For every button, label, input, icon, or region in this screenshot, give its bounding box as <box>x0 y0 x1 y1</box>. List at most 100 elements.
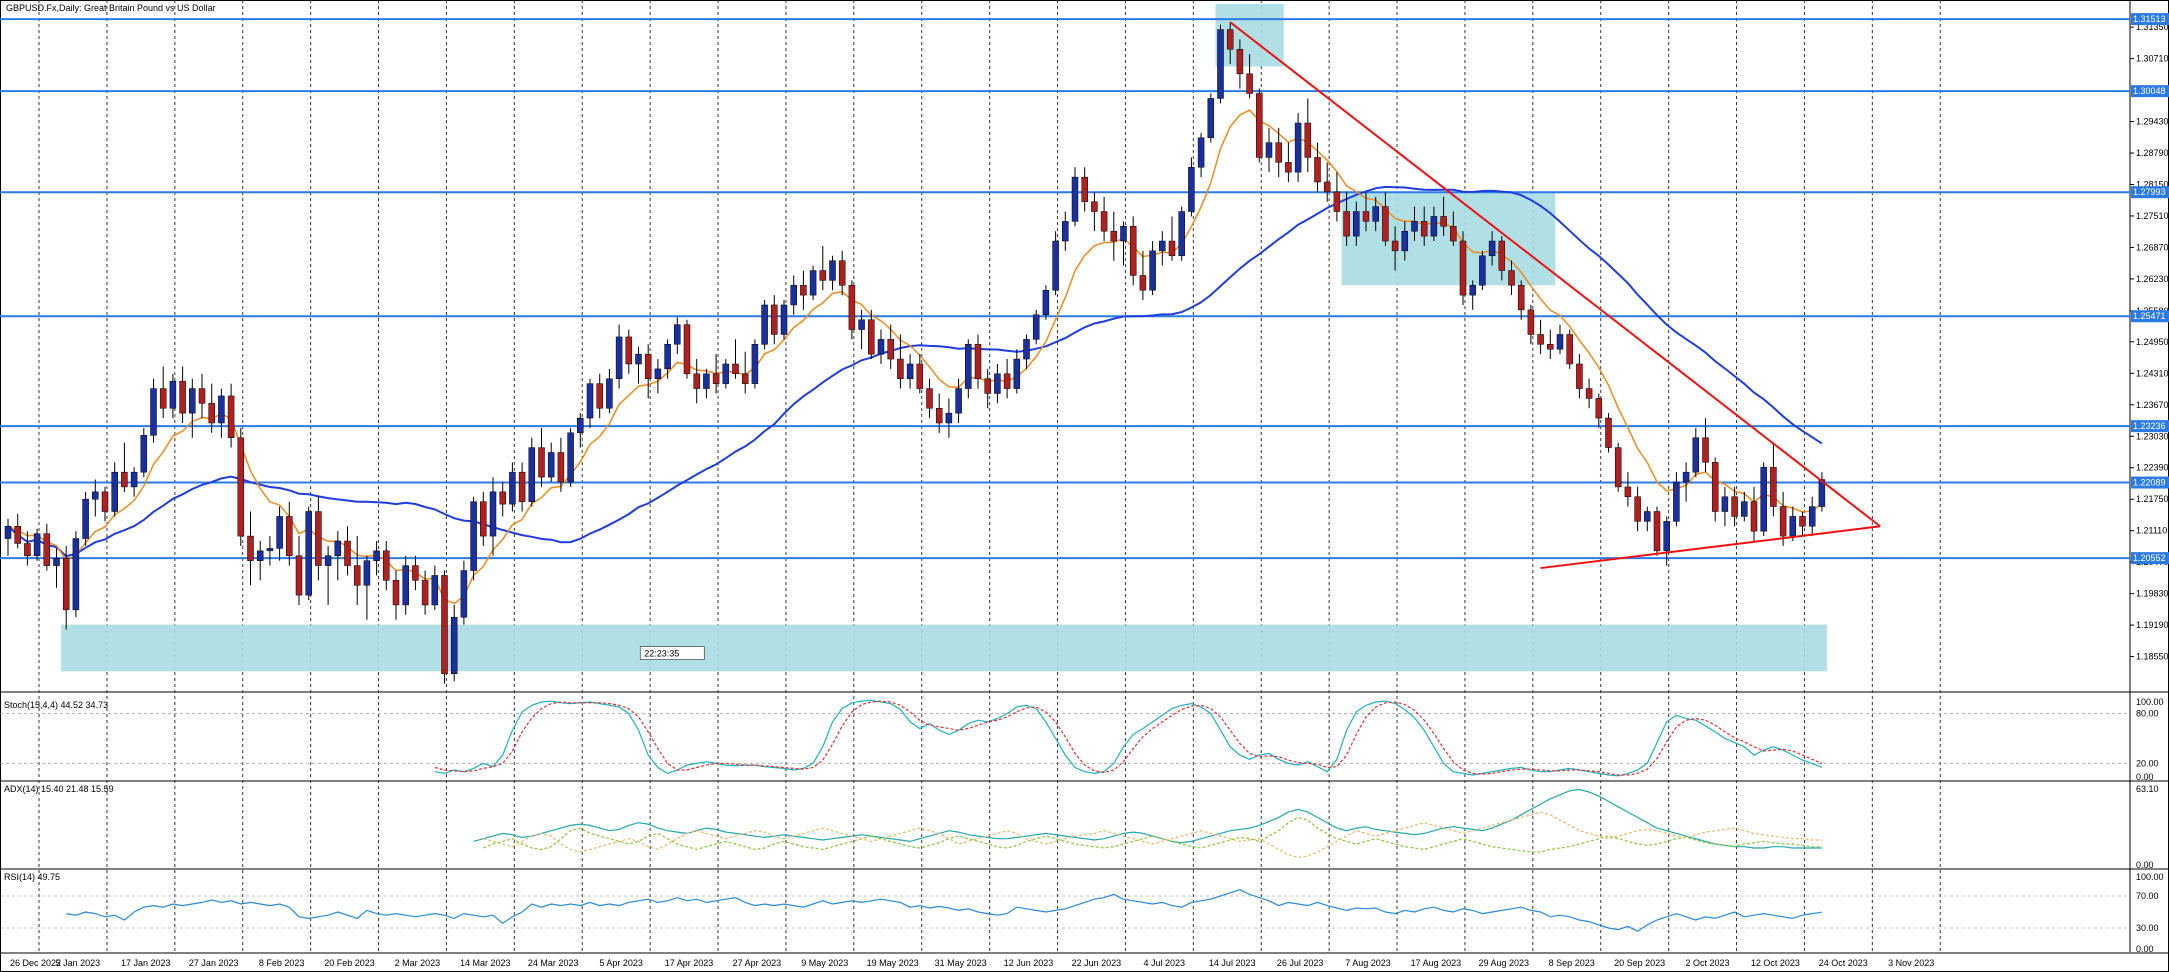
bullish-candle <box>130 471 138 488</box>
bearish-candle <box>819 270 827 281</box>
bullish-candle <box>1149 250 1156 291</box>
bearish-candle <box>1498 240 1506 271</box>
x-tick-label: 20 Sep 2023 <box>1614 958 1665 968</box>
bearish-candle <box>14 526 21 544</box>
bullish-candle <box>528 447 536 502</box>
y-tick-label: 1.23670 <box>2136 400 2169 410</box>
bullish-candle <box>218 395 225 424</box>
y-tick-label: 1.19830 <box>2136 589 2169 599</box>
x-tick-label: 14 Mar 2023 <box>460 958 511 968</box>
bullish-candle <box>1120 226 1127 242</box>
bullish-candle <box>169 380 177 409</box>
bullish-candle <box>829 260 836 281</box>
bullish-candle <box>82 498 89 539</box>
x-tick-label: 3 Nov 2023 <box>1888 958 1934 968</box>
bullish-candle <box>1479 255 1486 286</box>
bullish-candle <box>489 491 497 537</box>
bearish-candle <box>1275 142 1282 163</box>
bullish-candle <box>1401 230 1409 252</box>
indicator-y-label: 70.00 <box>2136 891 2159 901</box>
y-tick-label: 1.24950 <box>2136 337 2169 347</box>
bullish-candle <box>761 304 768 345</box>
x-tick-label: 20 Feb 2023 <box>324 958 375 968</box>
bearish-candle <box>1779 506 1787 537</box>
bearish-candle <box>1440 216 1447 227</box>
bearish-candle <box>1711 462 1719 512</box>
y-tick-label: 1.21750 <box>2136 494 2169 504</box>
bearish-candle <box>1537 334 1544 345</box>
bearish-candle <box>838 260 846 286</box>
bullish-candle <box>703 373 710 389</box>
bearish-candle <box>1624 486 1632 498</box>
bullish-candle <box>1692 437 1700 473</box>
bearish-candle <box>247 535 254 561</box>
bullish-candle <box>324 555 332 566</box>
bullish-candle <box>567 432 574 483</box>
bearish-candle <box>24 543 31 557</box>
y-tick-label: 1.27510 <box>2136 211 2169 221</box>
bearish-candle <box>557 452 565 483</box>
bearish-candle <box>625 336 633 365</box>
x-tick-label: 29 Aug 2023 <box>1479 958 1530 968</box>
bullish-candle <box>1682 471 1690 483</box>
y-tick-label: 1.19190 <box>2136 620 2169 630</box>
indicator-line <box>66 888 1822 932</box>
bearish-candle <box>383 550 390 581</box>
stochastic-title: Stoch(15,4,4) 44.52 34.73 <box>4 700 108 710</box>
adx-panel: 63.10 0.00 <box>473 784 2159 870</box>
bearish-candle <box>412 565 419 581</box>
bearish-candle <box>1459 240 1467 296</box>
bearish-candle <box>1323 181 1331 193</box>
y-tick-label: 1.22390 <box>2136 463 2169 473</box>
bearish-candle <box>1750 501 1758 532</box>
bullish-candle <box>460 570 468 618</box>
indicator-line <box>434 699 1823 777</box>
bullish-candle <box>470 501 477 571</box>
bullish-candle <box>256 550 264 561</box>
bearish-candle <box>1614 447 1622 488</box>
level-label-bg <box>2131 552 2169 565</box>
bearish-candle <box>1595 398 1603 419</box>
bearish-candle <box>1391 240 1399 252</box>
bearish-candle <box>1362 211 1370 222</box>
bullish-candle <box>509 471 516 505</box>
bullish-candle <box>4 526 12 539</box>
bearish-candle <box>1634 496 1641 522</box>
x-tick-label: 8 Sep 2023 <box>1549 958 1595 968</box>
price-zone <box>1341 191 1556 286</box>
bullish-candle <box>955 388 962 414</box>
indicator-line <box>483 816 1822 853</box>
bullish-candle <box>373 550 380 561</box>
bullish-candle <box>1789 516 1797 537</box>
descending-trend-line <box>1229 21 1881 528</box>
bearish-candle <box>1343 211 1350 237</box>
x-tick-label: 12 Jun 2023 <box>1004 958 1054 968</box>
bullish-candle <box>994 373 1001 394</box>
bullish-candle <box>1469 285 1476 296</box>
bearish-candle <box>741 373 749 384</box>
adx-title: ADX(14) 15.40 21.48 15.59 <box>4 784 114 794</box>
bearish-candle <box>771 304 778 335</box>
bullish-candle <box>276 516 283 549</box>
bullish-candle <box>1062 221 1069 242</box>
bearish-candle <box>518 471 526 502</box>
bullish-candle <box>1741 501 1748 517</box>
bearish-candle <box>1382 206 1389 242</box>
bearish-candle <box>315 511 322 566</box>
bearish-candle <box>1420 221 1428 237</box>
bearish-candle <box>101 491 109 512</box>
bearish-candle <box>1799 516 1806 527</box>
bearish-candle <box>1547 344 1554 350</box>
bullish-candle <box>111 471 118 512</box>
bearish-candle <box>693 373 700 389</box>
bullish-candle <box>1013 358 1021 389</box>
bearish-candle <box>848 285 856 330</box>
x-tick-label: 7 Aug 2023 <box>1345 958 1391 968</box>
bullish-candle <box>33 533 41 557</box>
bearish-candle <box>538 447 545 478</box>
bearish-candle <box>887 339 894 360</box>
x-tick-label: 26 Jul 2023 <box>1277 958 1324 968</box>
y-tick-label: 1.29430 <box>2136 117 2169 127</box>
bullish-candle <box>1673 481 1680 522</box>
bearish-candle <box>935 407 943 424</box>
